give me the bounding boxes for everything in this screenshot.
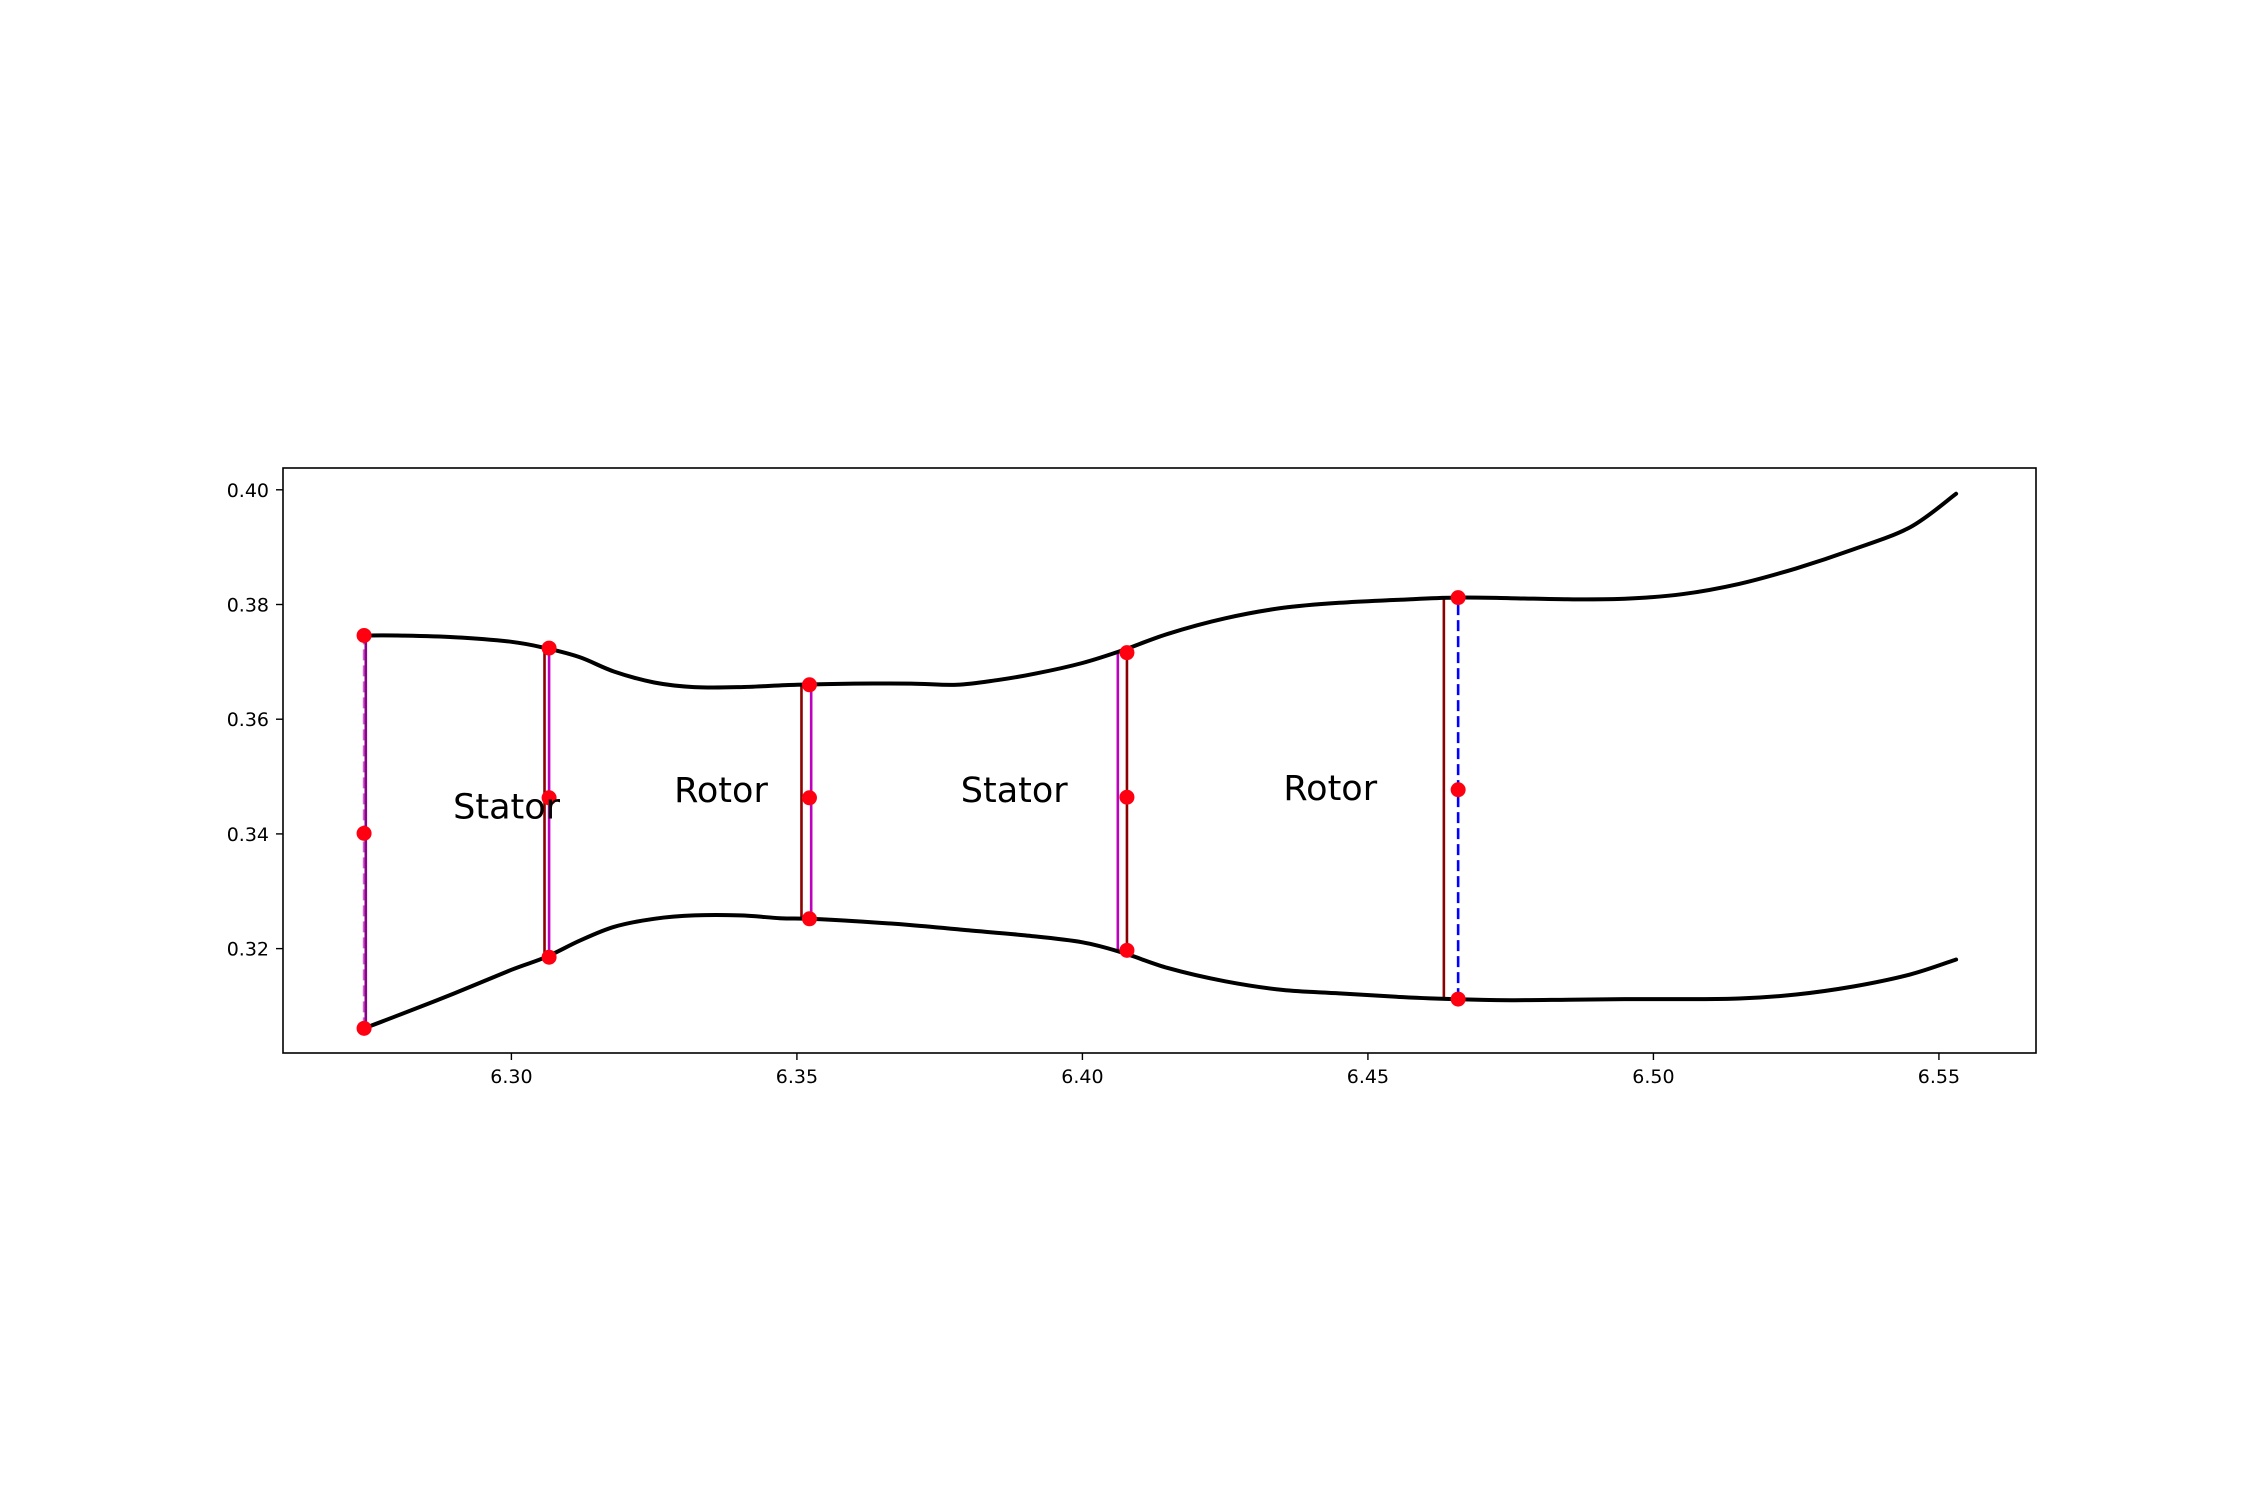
y-tick-label: 0.32 [227,939,269,961]
x-tick-label: 6.35 [776,1066,818,1088]
station-point-14 [1450,782,1466,798]
y-tick-label: 0.40 [227,480,269,502]
station-point-2 [356,825,372,841]
x-tick-label: 6.50 [1632,1066,1674,1088]
y-tick-label: 0.36 [227,709,269,731]
station-point-15 [1450,991,1466,1007]
station-point-3 [356,1020,372,1036]
outer-wall-line [362,491,1959,690]
region-label-stator: Stator [453,787,561,827]
inner-wall-line [362,912,1959,1031]
region-label-rotor: Rotor [1283,769,1377,809]
region-label-rotor: Rotor [674,771,768,811]
station-point-4 [541,640,557,656]
station-point-11 [1119,789,1135,805]
station-point-5 [541,790,557,806]
station-point-9 [801,911,817,927]
y-tick-label: 0.38 [227,595,269,617]
station-point-13 [1450,590,1466,606]
axes: 6.30 6.35 6.40 6.45 6.50 6.55 0.32 0.34 0.36 0.38… [227,467,2037,1088]
station-point-10 [1119,645,1135,661]
y-tick-label: 0.34 [227,824,269,846]
x-tick-label: 6.40 [1061,1066,1103,1088]
x-tick-label: 6.55 [1918,1066,1960,1088]
station-point-6 [541,949,557,965]
station-point-7 [801,677,817,693]
station-point-1 [356,627,372,643]
station-point-12 [1119,942,1135,958]
x-tick-label: 6.30 [490,1066,532,1088]
x-tick-label: 6.45 [1347,1066,1389,1088]
region-label-stator: Stator [961,771,1069,811]
annotations: Stator Rotor Stator Rotor [453,769,1378,827]
plot-area [356,491,1959,1036]
plot-frame [282,467,2037,1054]
station-point-8 [801,790,817,806]
